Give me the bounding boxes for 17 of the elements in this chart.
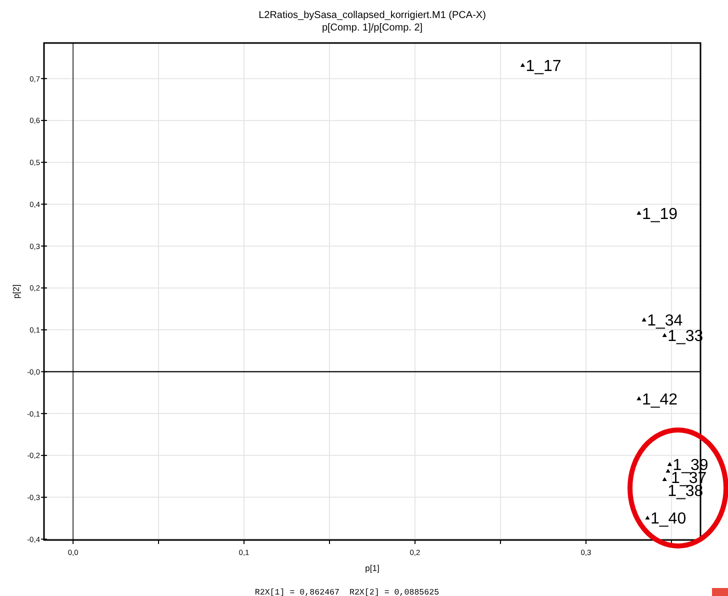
point xyxy=(667,462,672,466)
series-label: 1_19 xyxy=(642,206,678,223)
series-label: 1_34 xyxy=(647,312,683,330)
point xyxy=(662,477,667,482)
y-axis-title: p[2] xyxy=(11,284,21,299)
series-label: 1_17 xyxy=(526,58,562,76)
chart-title: L2Ratios_bySasa_collapsed_korrigiert.M1 (PCA-X) xyxy=(258,10,486,21)
point xyxy=(520,62,525,67)
point xyxy=(666,468,670,473)
chart-subtitle: p[Comp. 1]/p[Comp. 2] xyxy=(322,22,423,34)
x-axis-title: p[1] xyxy=(365,563,380,573)
point xyxy=(662,333,667,337)
point xyxy=(645,516,650,520)
series-label: 1_42 xyxy=(642,391,678,408)
point xyxy=(642,318,646,322)
series-label: 1_40 xyxy=(650,510,686,528)
text: R2X[1] = 0,862467 R2X[2] = 0,0885625 xyxy=(254,588,440,596)
